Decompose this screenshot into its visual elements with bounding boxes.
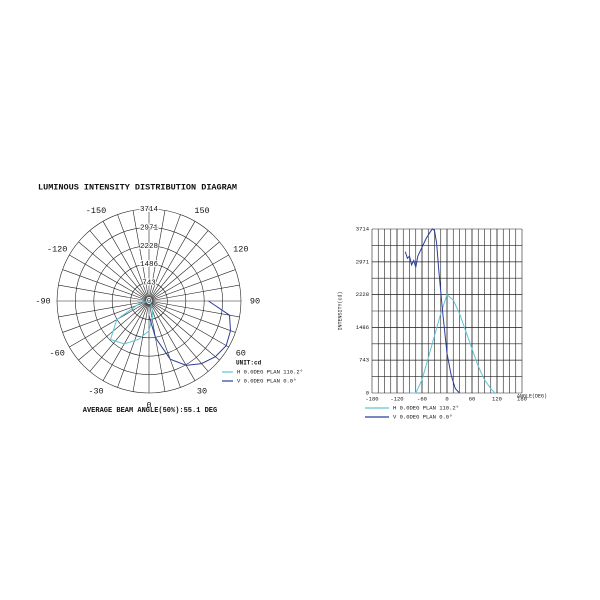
spoke — [148, 241, 220, 302]
legend-label: H 0.0DEG PLAN 110.2° — [393, 404, 459, 411]
angle-label: 30 — [197, 386, 207, 396]
r-tick-label: 1486 — [140, 261, 159, 269]
unit-label: UNIT:cd — [236, 360, 262, 367]
x-tick-label: 180 — [517, 395, 527, 402]
x-tick-label: 0 — [445, 395, 448, 402]
y-tick-label: 0 — [366, 389, 369, 396]
y-axis-label: INTENSITY(cd) — [337, 291, 343, 330]
ring — [111, 263, 187, 339]
spoke — [102, 300, 150, 381]
spoke — [132, 210, 150, 302]
spoke — [148, 300, 236, 333]
r-tick-label: 2228 — [140, 243, 158, 251]
ring — [75, 227, 223, 375]
x-tick-label: -120 — [390, 395, 403, 402]
r-tick-label: 3714 — [140, 206, 159, 214]
x-axis-label: ANGLE(DEG) — [517, 393, 547, 399]
spoke — [148, 284, 240, 302]
angle-label: -30 — [88, 386, 103, 396]
spoke — [102, 221, 150, 302]
y-tick-label: 2228 — [356, 291, 369, 298]
spoke — [148, 300, 220, 361]
spoke — [117, 300, 150, 388]
angle-label: 0 — [146, 400, 151, 410]
spoke — [89, 300, 150, 372]
x-tick-label: -180 — [365, 395, 378, 402]
x-tick-label: 60 — [469, 395, 476, 402]
spoke — [58, 284, 150, 302]
footer: AVERAGE BEAM ANGLE(50%):55.1 DEG — [83, 407, 217, 415]
legend-label: V 0.0DEG PLAN 0.0° — [237, 377, 296, 384]
y-tick-label: 1486 — [356, 324, 369, 331]
spoke — [58, 300, 150, 318]
spoke — [148, 254, 229, 302]
intensity-curve — [148, 300, 232, 366]
spoke — [148, 300, 166, 392]
spoke — [148, 214, 181, 302]
angle-label: -60 — [50, 348, 65, 358]
angle-label: -150 — [86, 206, 106, 216]
ring — [56, 208, 242, 394]
x-tick-label: 120 — [492, 395, 502, 402]
spoke — [132, 300, 150, 392]
spoke — [148, 300, 196, 381]
y-tick-label: 3714 — [356, 225, 370, 232]
angle-label: 120 — [233, 244, 248, 254]
ring — [130, 282, 168, 320]
spoke — [117, 214, 150, 302]
intensity-curve — [109, 300, 154, 345]
y-tick-label: 2971 — [356, 258, 370, 265]
r-tick-label: 2971 — [140, 224, 159, 232]
intensity-line — [409, 293, 496, 394]
intensity-line — [404, 228, 460, 394]
spoke — [89, 230, 150, 302]
y-tick-label: 743 — [359, 357, 369, 364]
spoke — [62, 300, 150, 333]
spoke — [148, 221, 196, 302]
spoke — [148, 300, 229, 348]
spoke — [148, 269, 236, 302]
angle-label: 60 — [236, 348, 246, 358]
spoke — [148, 300, 181, 388]
legend-label: H 0.0DEG PLAN 110.2° — [237, 368, 303, 375]
angle-label: 150 — [194, 206, 209, 216]
x-tick-label: -60 — [417, 395, 427, 402]
angle-label: -120 — [47, 244, 67, 254]
legend-label: V 0.0DEG PLAN 0.0° — [393, 413, 452, 420]
spoke — [69, 254, 150, 302]
spoke — [148, 210, 166, 302]
spoke — [62, 269, 150, 302]
ring — [93, 245, 205, 357]
spoke — [148, 300, 209, 372]
spoke — [148, 230, 209, 302]
r-tick-label: 743 — [142, 280, 156, 288]
spoke — [148, 300, 240, 318]
spoke — [78, 241, 150, 302]
chart-title: LUMINOUS INTENSITY DISTRIBUTION DIAGRAM — [38, 182, 237, 192]
angle-label: -90 — [35, 296, 50, 306]
angle-label: 90 — [250, 296, 260, 306]
spoke — [69, 300, 150, 348]
